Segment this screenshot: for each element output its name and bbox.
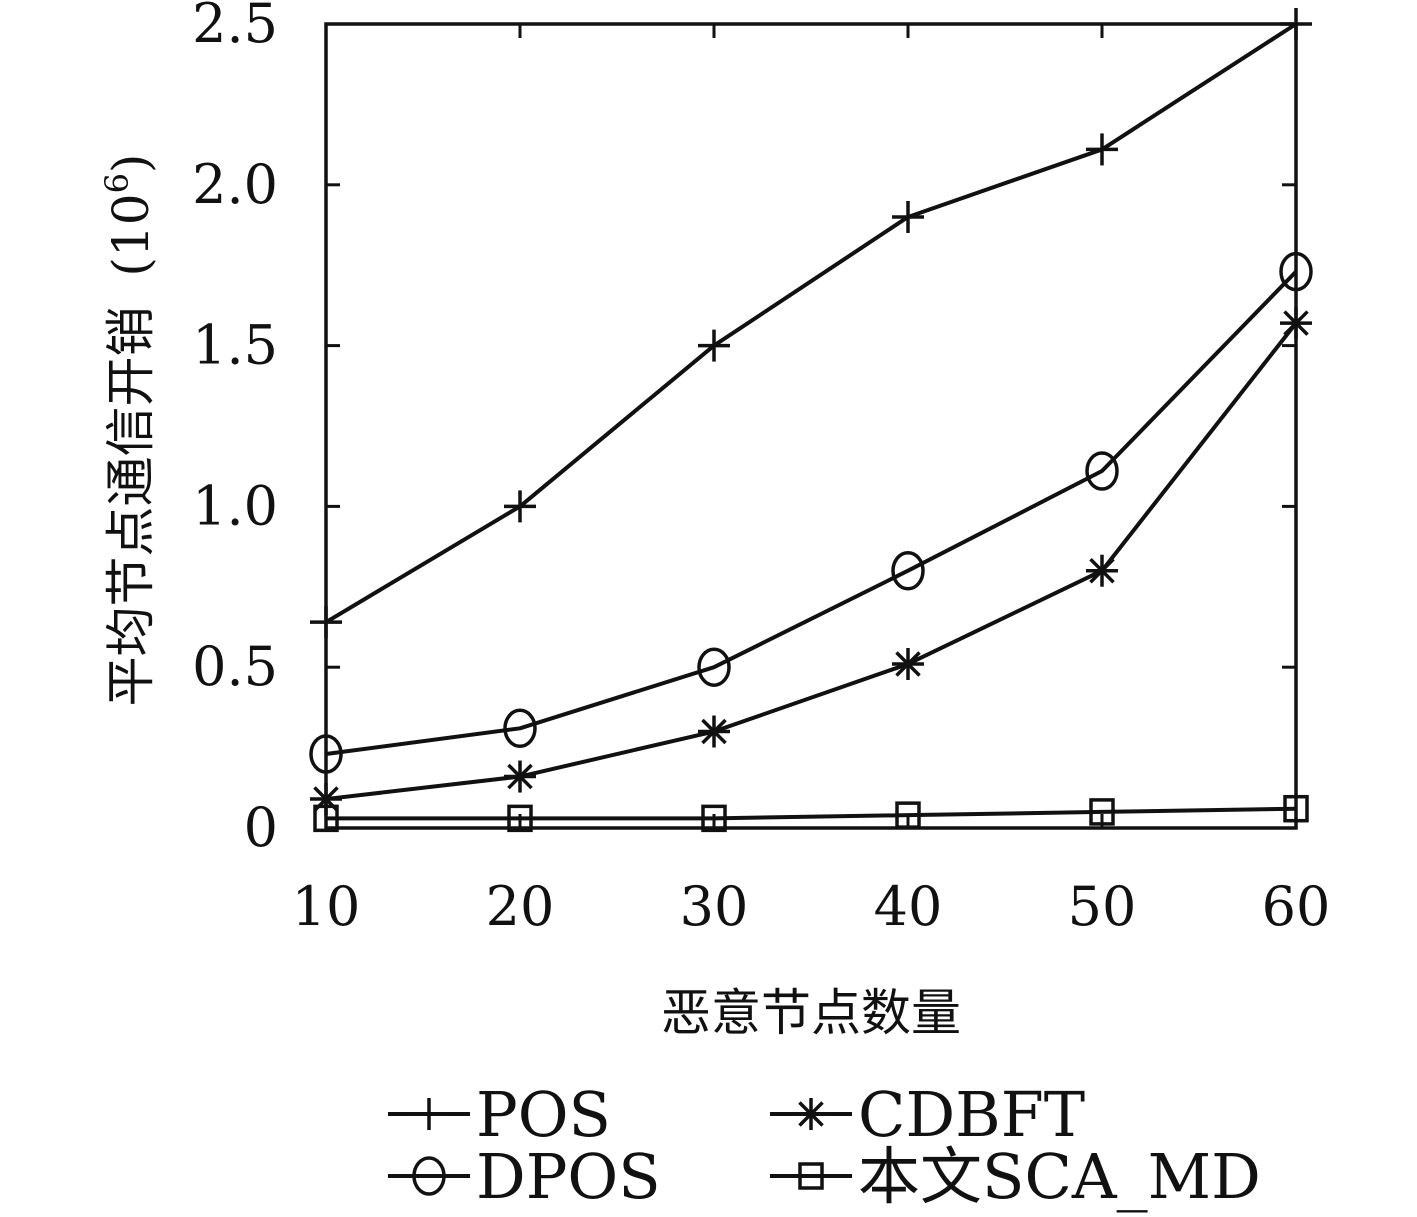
y-axis-label: 平均节点通信开销 bbox=[102, 306, 160, 706]
data-point-circle bbox=[503, 708, 537, 749]
data-point-plus bbox=[698, 329, 730, 362]
y-tick-label: 2.5 bbox=[192, 0, 278, 55]
x-tick-label: 30 bbox=[680, 875, 749, 938]
y-tick-labels: 0 0.5 1.0 1.5 2.0 2.5 bbox=[192, 0, 278, 859]
legend-item: DPOS bbox=[388, 1140, 661, 1213]
x-tick-label: 60 bbox=[1262, 875, 1331, 938]
data-point-square bbox=[1089, 798, 1115, 826]
data-point-asterisk bbox=[892, 647, 924, 680]
y-tick-label: 1.5 bbox=[192, 314, 278, 377]
y-axis-unit-exponent: 6 bbox=[98, 173, 136, 193]
y-axis-unit: (10 bbox=[102, 193, 160, 276]
legend-item: POS bbox=[388, 1078, 611, 1151]
plot-frame bbox=[324, 22, 1298, 830]
y-tick-label: 1.0 bbox=[192, 474, 278, 537]
data-point-circle bbox=[1085, 451, 1119, 491]
data-point-plus bbox=[1280, 8, 1312, 40]
y-axis-title: 平均节点通信开销 (106) bbox=[98, 154, 160, 707]
data-point-plus bbox=[892, 200, 924, 233]
legend-item: 本文SCA_MD bbox=[770, 1140, 1261, 1213]
series-layer bbox=[309, 8, 1313, 833]
series-line bbox=[324, 22, 1298, 624]
data-point-plus bbox=[413, 1098, 445, 1130]
series-square bbox=[313, 794, 1309, 833]
x-tick-label: 40 bbox=[874, 875, 943, 938]
x-tick-label: 50 bbox=[1068, 875, 1137, 938]
data-point-circle bbox=[891, 550, 925, 591]
data-point-square bbox=[798, 1162, 824, 1190]
data-point-square bbox=[1283, 794, 1309, 823]
data-point-asterisk bbox=[504, 760, 536, 793]
series-line bbox=[325, 270, 1298, 757]
legend-label: CDBFT bbox=[858, 1078, 1085, 1151]
data-point-asterisk bbox=[698, 715, 730, 748]
data-point-circle bbox=[309, 734, 343, 774]
x-tick-label: 20 bbox=[486, 875, 555, 938]
series-line bbox=[325, 321, 1298, 802]
data-point-plus bbox=[310, 606, 342, 639]
data-point-asterisk bbox=[1280, 307, 1312, 340]
series-line bbox=[326, 806, 1297, 821]
data-point-circle bbox=[697, 647, 731, 687]
data-point-square bbox=[507, 804, 533, 833]
data-point-square bbox=[313, 804, 339, 833]
data-point-plus bbox=[504, 490, 536, 523]
data-point-square bbox=[701, 804, 727, 833]
data-point-circle bbox=[412, 1156, 446, 1196]
legend-label: DPOS bbox=[476, 1140, 661, 1213]
x-tick-labels: 10 20 30 40 50 60 bbox=[292, 875, 1331, 938]
x-tick-label: 10 bbox=[292, 875, 361, 938]
data-point-square bbox=[895, 801, 921, 829]
y-tick-label: 0.5 bbox=[192, 635, 278, 698]
x-axis-title: 恶意节点数量 bbox=[661, 984, 961, 1042]
legend-label: 本文SCA_MD bbox=[858, 1140, 1261, 1213]
data-point-circle bbox=[1279, 251, 1313, 292]
y-tick-label: 2.0 bbox=[192, 153, 278, 216]
data-point-plus bbox=[1086, 133, 1118, 166]
svg-text:平均节点通信开销 (106): 平均节点通信开销 (106) bbox=[98, 154, 160, 707]
y-tick-label: 0 bbox=[244, 796, 278, 859]
axis-ticks bbox=[324, 22, 1298, 830]
legend-item: CDBFT bbox=[770, 1078, 1085, 1151]
data-point-asterisk bbox=[1086, 554, 1118, 587]
series-asterisk bbox=[310, 307, 1312, 816]
legend-label: POS bbox=[476, 1078, 611, 1151]
series-plus bbox=[310, 8, 1312, 639]
legend: POS CDBFT DPOS 本文SCA_MD bbox=[388, 1078, 1261, 1213]
data-point-asterisk bbox=[795, 1098, 827, 1130]
series-circle bbox=[309, 251, 1313, 774]
y-axis-unit-close: ) bbox=[102, 154, 160, 174]
